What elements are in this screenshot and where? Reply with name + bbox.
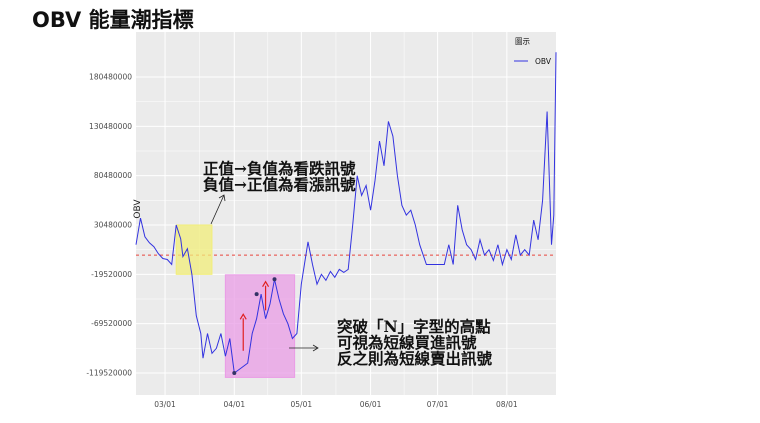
series-line-obv bbox=[135, 52, 557, 374]
highlight-marker bbox=[232, 371, 237, 375]
red-arrow-head bbox=[239, 313, 247, 320]
ann2-line: 突破「N」字型的高點 bbox=[337, 317, 491, 336]
ann2-line: 反之則為短線賣出訊號 bbox=[337, 349, 493, 368]
x-tick-label: 03/01 bbox=[154, 400, 176, 409]
y-tick-label: 30480000 bbox=[94, 221, 132, 230]
x-tick-label: 06/01 bbox=[360, 400, 382, 409]
page-title: OBV 能量潮指標 bbox=[32, 8, 194, 32]
legend-entry-obv: OBV bbox=[535, 57, 552, 66]
red-arrow-head bbox=[262, 280, 270, 288]
x-tick-label: 07/01 bbox=[427, 400, 449, 409]
pointer-arrow-1 bbox=[210, 194, 225, 225]
y-tick-label: -119520000 bbox=[86, 369, 132, 378]
y-axis-title: OBV bbox=[133, 199, 143, 219]
x-tick-label: 08/01 bbox=[496, 400, 518, 409]
legend: 圖示 OBV bbox=[514, 37, 552, 66]
x-axis-tick-labels: 03/01 04/01 05/01 06/01 07/01 08/01 bbox=[154, 400, 518, 409]
y-tick-label: -19520000 bbox=[91, 270, 132, 279]
red-arrows bbox=[239, 280, 270, 351]
ann2-line: 可視為短線買進訊號 bbox=[337, 333, 477, 352]
highlight-marker bbox=[272, 277, 277, 282]
pointer-arrow-1-head bbox=[218, 194, 226, 202]
y-tick-label: 80480000 bbox=[94, 171, 132, 180]
highlight-marker bbox=[254, 292, 259, 297]
highlight-markers bbox=[232, 277, 277, 375]
x-tick-label: 05/01 bbox=[291, 400, 313, 409]
pointer-arrows bbox=[210, 194, 319, 352]
ann1-line: 負值→正值為看漲訊號 bbox=[203, 175, 356, 194]
magenta-highlight-box bbox=[224, 274, 296, 378]
y-tick-label: -69520000 bbox=[91, 319, 132, 328]
ann1-line: 正值→負值為看跌訊號 bbox=[203, 159, 356, 178]
y-tick-label: 180480000 bbox=[89, 73, 132, 82]
legend-title: 圖示 bbox=[515, 37, 530, 46]
pointer-arrow-2-head bbox=[312, 344, 319, 352]
x-tick-label: 04/01 bbox=[223, 400, 245, 409]
grid-lines bbox=[136, 32, 556, 395]
y-axis-tick-labels: 180480000 130480000 80480000 30480000 -19520… bbox=[86, 73, 132, 378]
plot-panel bbox=[136, 32, 556, 395]
y-tick-label: 130480000 bbox=[89, 122, 132, 131]
